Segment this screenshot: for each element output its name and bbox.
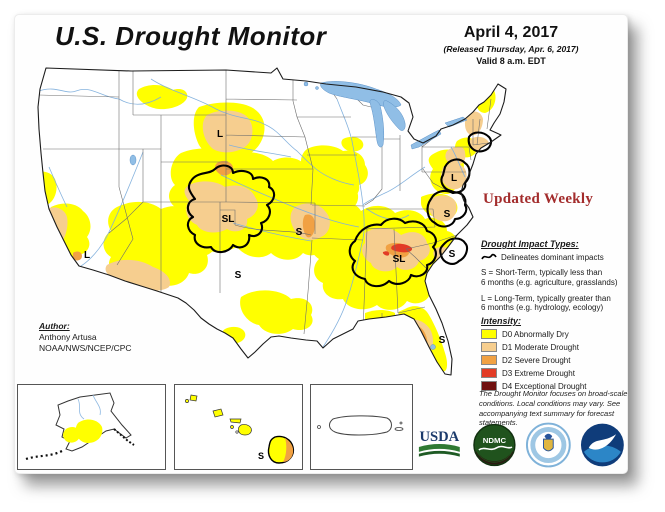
label-north-texas: S — [235, 270, 242, 281]
noaa-logo — [581, 423, 625, 467]
label-carolina-coast: S — [449, 249, 456, 260]
d0-swatch — [481, 329, 497, 339]
impact-types-legend: Drought Impact Types: Delineates dominan… — [481, 239, 645, 319]
label-ozarks: S — [296, 227, 303, 238]
label-mid-atlantic: L — [451, 173, 457, 184]
date-block: April 4, 2017 (Released Thursday, Apr. 6… — [393, 24, 629, 66]
ndmc-wordmark: NDMC — [482, 436, 506, 445]
intensity-item-d4: D4 Exceptional Drought — [481, 381, 645, 391]
rivers — [38, 78, 466, 348]
d4-swatch — [481, 381, 497, 391]
intensity-item-d2: D2 Severe Drought — [481, 355, 645, 365]
label-hawaii-big-island: S — [258, 451, 264, 461]
delineates-row: Delineates dominant impacts — [481, 252, 645, 262]
map-date: April 4, 2017 — [463, 24, 559, 41]
alaska-shape — [25, 392, 135, 461]
us-drought-map: L SL S S SL S L S S L — [37, 67, 507, 376]
drought-areas — [38, 84, 496, 372]
author-heading: Author: — [39, 321, 70, 331]
hawaii-inset-map: S — [174, 384, 303, 470]
page-title: U.S. Drought Monitor — [55, 21, 327, 51]
ndmc-logo: NDMC — [472, 423, 516, 467]
impact-squiggle-icon — [481, 253, 497, 260]
label-south-dakota: L — [217, 129, 223, 140]
impact-region-outlines — [186, 131, 493, 288]
delineates-text: Delineates dominant impacts — [501, 252, 604, 262]
intensity-item-d3: D3 Extreme Drought — [481, 368, 645, 378]
long-term-definition: L = Long-Term, typically greater than 6 … — [481, 293, 611, 313]
disclaimer-text: The Drought Monitor focuses on broad-sca… — [479, 389, 628, 428]
release-date: (Released Thursday, Apr. 6, 2017) — [443, 44, 579, 54]
alaska-inset-map — [17, 384, 166, 470]
label-southern-plains: SL — [222, 214, 235, 225]
puerto-rico-inset-map — [310, 384, 413, 470]
intensity-item-d0: D0 Abnormally Dry — [481, 329, 645, 339]
impact-types-title: Drought Impact Types: — [481, 239, 579, 249]
great-lakes — [129, 81, 468, 350]
d3-swatch — [481, 368, 497, 378]
label-south-florida: S — [439, 335, 446, 346]
map-impact-labels: L SL S S SL S L S S L — [84, 129, 457, 346]
d1-swatch — [481, 342, 497, 352]
puerto-rico-shape — [317, 415, 404, 436]
intensity-legend: Intensity: D0 Abnormally Dry D1 Moderate… — [481, 316, 645, 394]
label-southeast: SL — [393, 254, 406, 265]
aleutian-islands — [25, 450, 63, 461]
drought-monitor-page: U.S. Drought Monitor April 4, 2017 (Rele… — [14, 14, 628, 474]
short-term-definition: S = Short-Term, typically less than 6 mo… — [481, 268, 618, 287]
valid-time: Valid 8 a.m. EDT — [476, 56, 546, 66]
hawaii-islands: S — [185, 394, 295, 464]
d2-swatch — [481, 355, 497, 365]
updated-weekly-text: Updated Weekly — [483, 191, 594, 207]
author-name: Anthony Artusa — [39, 332, 97, 343]
label-s-california: L — [84, 250, 90, 261]
us-border-outline — [37, 67, 507, 376]
agency-logos: USDA NDMC — [415, 419, 625, 471]
author-block: Author: Anthony Artusa NOAA/NWS/NCEP/CPC — [39, 321, 132, 354]
usda-wordmark: USDA — [419, 429, 459, 445]
author-org: NOAA/NWS/NCEP/CPC — [39, 343, 132, 354]
label-virginia: S — [444, 209, 451, 220]
intensity-title: Intensity: — [481, 316, 522, 326]
usda-logo: USDA — [418, 429, 460, 457]
intensity-item-d1: D1 Moderate Drought — [481, 342, 645, 352]
commerce-logo — [525, 422, 571, 468]
